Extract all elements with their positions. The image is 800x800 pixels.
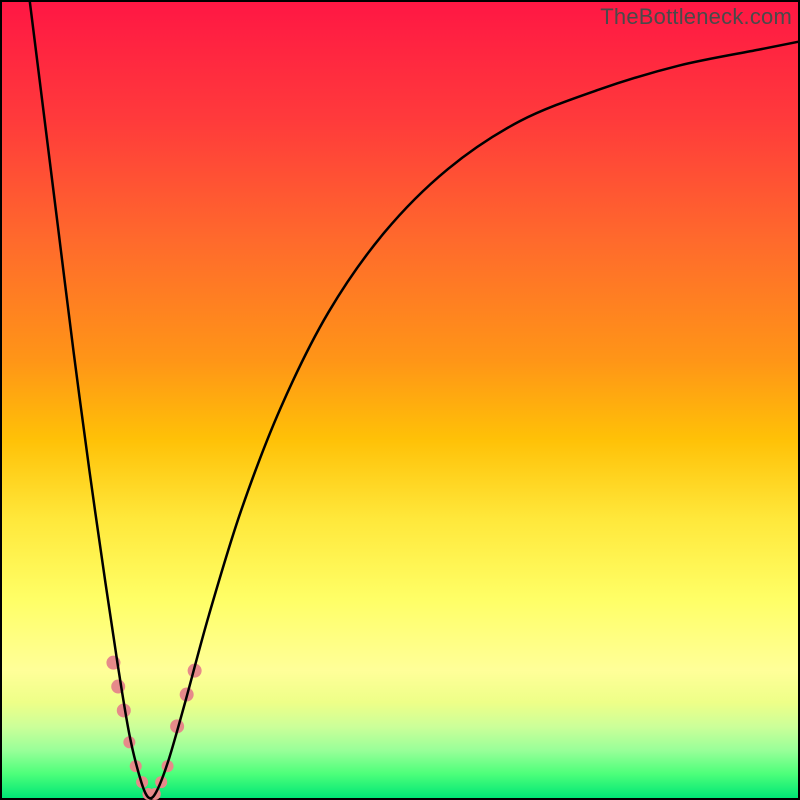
bottleneck-curve — [30, 2, 798, 798]
plot-area — [2, 2, 798, 798]
watermark-text: TheBottleneck.com — [600, 4, 792, 30]
chart-svg — [2, 2, 798, 798]
chart-frame: TheBottleneck.com — [0, 0, 800, 800]
